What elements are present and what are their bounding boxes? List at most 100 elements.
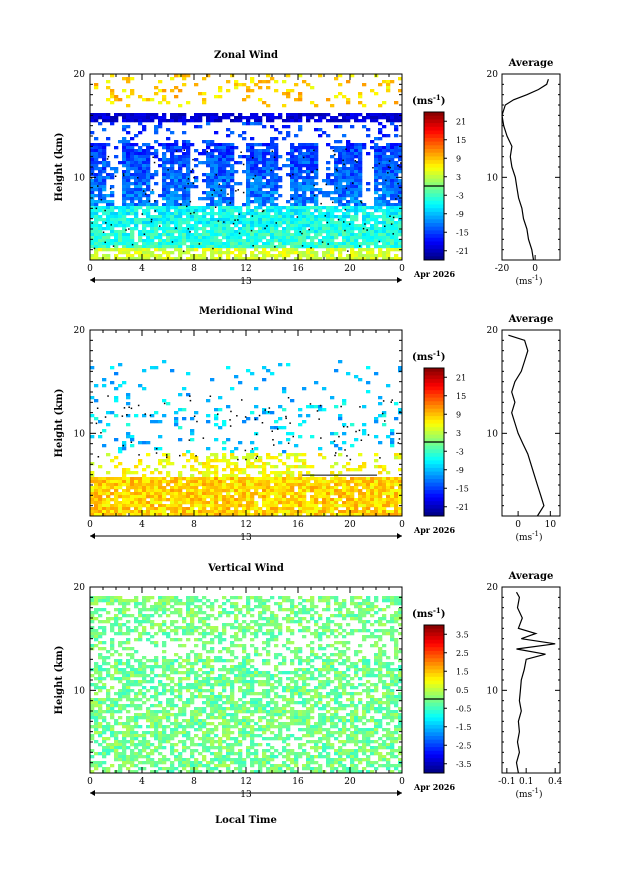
colorbar-tick-label: -3 (456, 447, 464, 456)
date-label: Apr 2026 (413, 269, 456, 279)
average-x-tick-label: -0.1 (498, 777, 515, 787)
colorbar-tick-label: -21 (456, 247, 469, 256)
colorbar-tick-label: 9 (456, 410, 461, 419)
colorbar: (ms-1) 21 15 9 3 -3 -9 -15 -21 (412, 349, 469, 517)
heatmap-cells (90, 360, 403, 517)
date-label: Apr 2026 (413, 525, 456, 535)
panel-1: Meridional Wind 0 4 8 12 16 20 0 20 10 Height (km)… (54, 306, 561, 543)
x-tick-label: 0 (87, 264, 93, 274)
panel-title: Meridional Wind (199, 306, 293, 317)
panel-title: Zonal Wind (214, 50, 278, 61)
colorbar-tick-label: -9 (456, 210, 464, 219)
panel-2: Vertical Wind 0 4 8 12 16 20 0 20 10 Height (km) 13… (54, 563, 563, 800)
panel-title: Vertical Wind (207, 563, 284, 574)
average-x-tick-label: 10 (545, 520, 557, 530)
colorbar-tick-label: 21 (456, 373, 466, 382)
colorbar: (ms-1) 3.5 2.5 1.5 0.5 -0.5 -1.5 -2.5 -3.5 (412, 606, 471, 774)
x-tick-label: 0 (87, 777, 93, 787)
x-tick-label: 12 (240, 264, 251, 274)
x-tick-label: 8 (191, 777, 197, 787)
average-profile-line (501, 79, 549, 261)
average-y-tick-label: 20 (487, 70, 499, 80)
colorbar-tick-label: -21 (456, 503, 469, 512)
colorbar-tick-label: -3 (456, 191, 464, 200)
colorbar-unit: (ms-1) (412, 349, 445, 363)
x-tick-label: 8 (191, 520, 197, 530)
y-tick-label: 10 (74, 429, 86, 439)
colorbar-tick-label: 3 (456, 173, 461, 182)
average-profile-line (508, 334, 545, 517)
x-tick-label: 12 (240, 520, 251, 530)
average-unit: (ms-1) (515, 530, 542, 543)
x-tick-label: 16 (292, 520, 304, 530)
colorbar-tick-label: 15 (456, 392, 466, 401)
average-title: Average (508, 58, 554, 69)
colorbar-tick-label: -15 (456, 484, 469, 493)
colorbar-tick-label: 2.5 (456, 649, 469, 658)
colorbar-tick-label: -3.5 (456, 760, 471, 769)
date-label: Apr 2026 (413, 782, 456, 792)
colorbar-tick-label: -0.5 (456, 704, 471, 713)
panel-0: Zonal Wind 0 4 8 12 16 20 0 20 10 Height (km) 13 Apr… (54, 50, 561, 287)
average-y-tick-label: 10 (487, 173, 499, 183)
x-tick-label: 16 (292, 777, 304, 787)
x-tick-label: 0 (399, 520, 405, 530)
y-tick-label: 10 (74, 686, 86, 696)
x-tick-label: 20 (344, 777, 356, 787)
heatmap-cells (90, 74, 403, 261)
colorbar-tick-label: 3.5 (456, 630, 469, 639)
average-x-tick-label: 0.4 (548, 777, 563, 787)
y-axis-label: Height (km) (54, 646, 65, 715)
average-y-tick-label: 10 (487, 686, 499, 696)
heatmap-cells (90, 596, 403, 774)
average-panel: Average 20 10 -0.1 0.1 0.4 (ms-1) (487, 571, 563, 800)
average-y-tick-label: 10 (487, 429, 499, 439)
y-tick-label: 10 (74, 173, 86, 183)
day-label: 13 (240, 277, 252, 287)
colorbar-tick-label: 3 (456, 429, 461, 438)
colorbar-unit: (ms-1) (412, 606, 445, 620)
average-y-tick-label: 20 (487, 326, 499, 336)
day-label: 13 (240, 790, 252, 800)
average-title: Average (508, 314, 554, 325)
average-title: Average (508, 571, 554, 582)
colorbar-tick-label: 0.5 (456, 686, 469, 695)
colorbar-tick-label: -1.5 (456, 723, 471, 732)
average-x-tick-label: 0 (532, 264, 538, 274)
colorbar-tick-label: 9 (456, 154, 461, 163)
x-tick-label: 20 (344, 520, 356, 530)
x-tick-label: 12 (240, 777, 251, 787)
average-x-tick-label: 0 (515, 520, 521, 530)
day-label: 13 (240, 533, 252, 543)
x-tick-label: 20 (344, 264, 356, 274)
x-tick-label: 0 (87, 520, 93, 530)
colorbar-tick-label: 15 (456, 136, 466, 145)
average-profile-line (515, 591, 556, 774)
average-unit: (ms-1) (515, 787, 542, 800)
y-axis-label: Height (km) (54, 389, 65, 458)
average-unit: (ms-1) (515, 274, 542, 287)
x-tick-label: 4 (139, 520, 145, 530)
average-x-tick-label: 0.1 (519, 777, 533, 787)
y-tick-label: 20 (74, 326, 86, 336)
colorbar-tick-label: -15 (456, 228, 469, 237)
x-tick-label: 8 (191, 264, 197, 274)
x-tick-label: 4 (139, 777, 145, 787)
colorbar-tick-label: -2.5 (456, 741, 471, 750)
colorbar-tick-label: 1.5 (456, 667, 469, 676)
average-x-tick-label: -20 (495, 264, 510, 274)
average-panel: Average 20 10 -20 0(ms-1) (487, 58, 561, 287)
colorbar-tick-label: 21 (456, 117, 466, 126)
x-tick-label: 4 (139, 264, 145, 274)
colorbar-tick-label: -9 (456, 466, 464, 475)
x-tick-label: 16 (292, 264, 304, 274)
y-axis-label: Height (km) (54, 133, 65, 202)
colorbar: (ms-1) 21 15 9 3 -3 -9 -15 -21 (412, 93, 469, 261)
x-tick-label: 0 (399, 777, 405, 787)
y-tick-label: 20 (74, 70, 86, 80)
colorbar-unit: (ms-1) (412, 93, 445, 107)
x-tick-label: 0 (399, 264, 405, 274)
x-axis-label: Local Time (215, 815, 277, 826)
